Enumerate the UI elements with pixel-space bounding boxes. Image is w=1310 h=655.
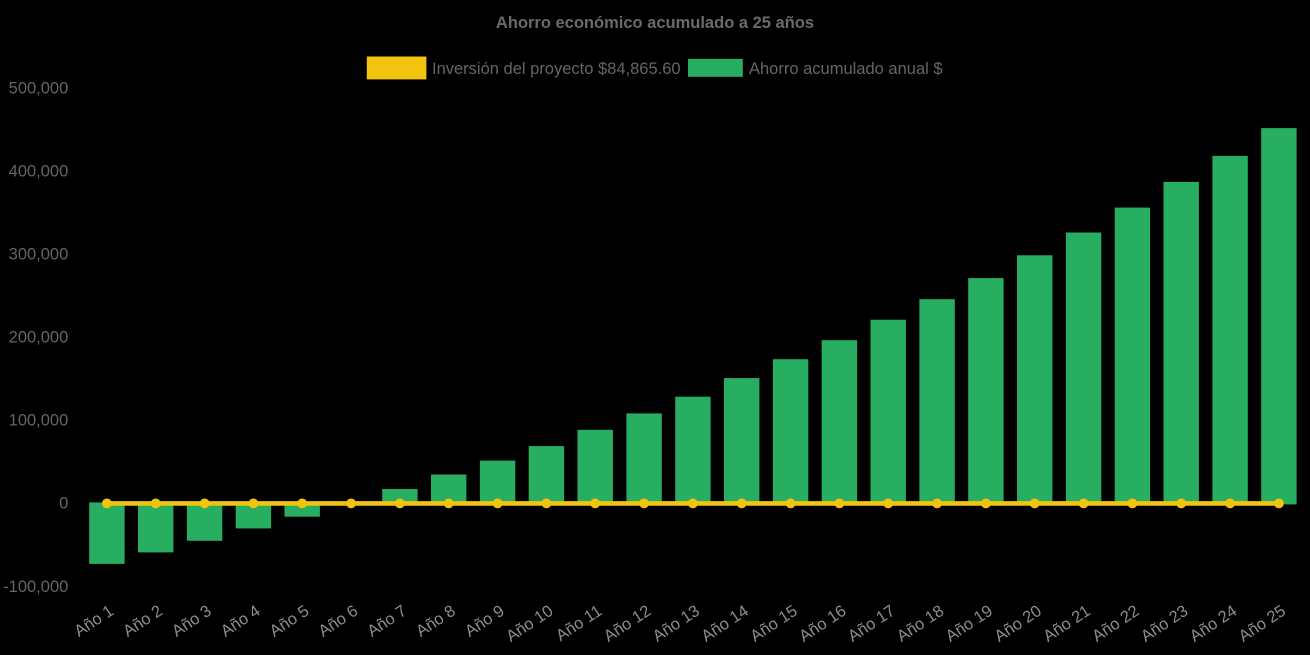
svg-text:400,000: 400,000 (9, 163, 69, 181)
svg-text:300,000: 300,000 (9, 246, 69, 264)
svg-text:Ahorro acumulado anual $: Ahorro acumulado anual $ (749, 60, 943, 78)
svg-text:100,000: 100,000 (9, 412, 69, 430)
svg-text:0: 0 (59, 495, 68, 513)
svg-text:Ahorro económico acumulado a 2: Ahorro económico acumulado a 25 años (496, 14, 814, 32)
svg-text:Inversión del proyecto $84,865: Inversión del proyecto $84,865.60 (432, 60, 681, 78)
svg-text:500,000: 500,000 (9, 79, 69, 97)
svg-text:200,000: 200,000 (9, 329, 69, 347)
svg-text:-100,000: -100,000 (3, 578, 68, 596)
